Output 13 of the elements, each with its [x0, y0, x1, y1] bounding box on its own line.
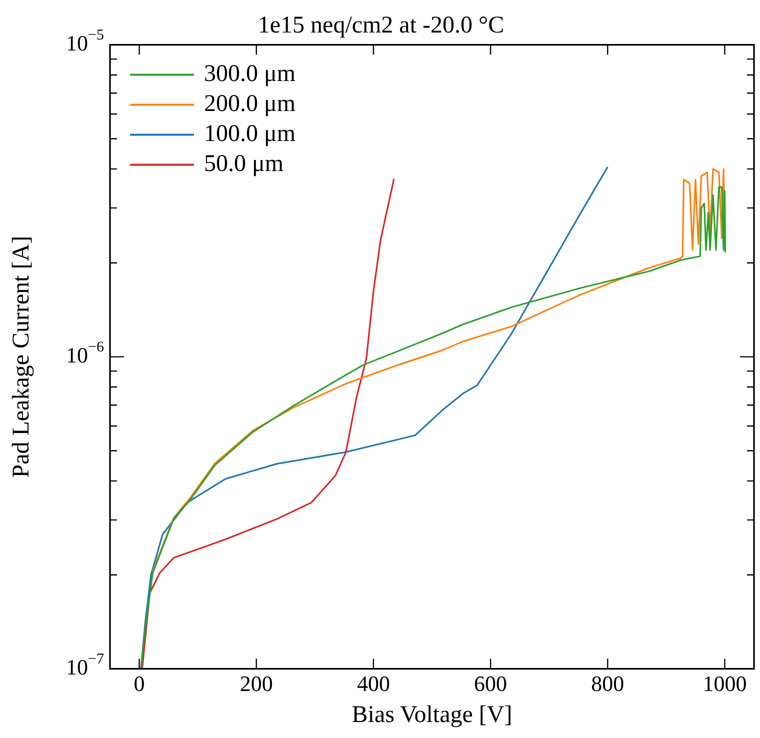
- x-axis-title: Bias Voltage [V]: [352, 702, 512, 728]
- chart-title: 1e15 neq/cm2 at -20.0 °C: [258, 12, 504, 39]
- y-axis-title: Pad Leakage Current [A]: [8, 236, 35, 478]
- legend-label: 300.0 μm: [204, 61, 296, 88]
- x-tick-label: 800: [591, 670, 624, 696]
- legend-label: 200.0 μm: [204, 91, 296, 118]
- legend-label: 50.0 μm: [204, 151, 284, 178]
- x-tick-label: 400: [356, 670, 390, 696]
- x-tick-label: 600: [474, 670, 508, 696]
- x-tick-label: 200: [240, 670, 273, 696]
- x-tick-label: 1000: [702, 670, 747, 696]
- x-tick-label: 0: [134, 670, 145, 696]
- legend-label: 100.0 μm: [204, 121, 296, 148]
